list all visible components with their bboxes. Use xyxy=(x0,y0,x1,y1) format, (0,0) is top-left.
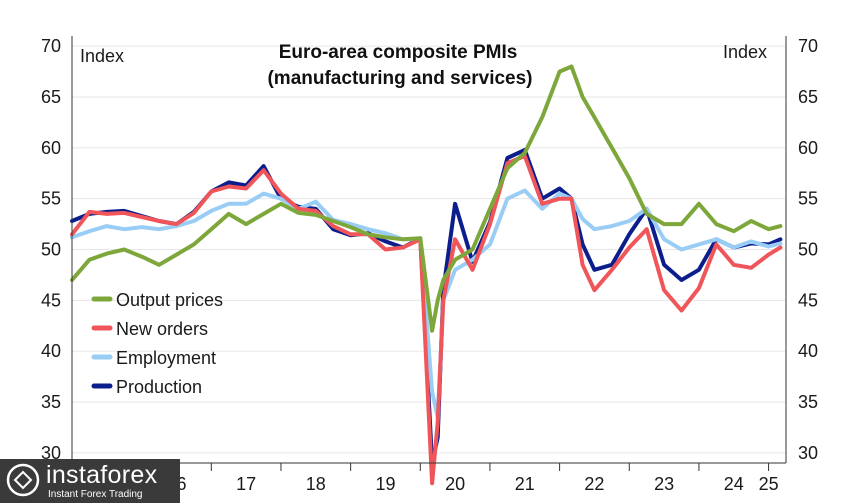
x-tick-label: 24 xyxy=(724,474,744,494)
logo-brand: instaforex xyxy=(46,461,158,489)
y-tick-label-right: 40 xyxy=(798,341,818,361)
x-tick-label: 22 xyxy=(584,474,604,494)
instaforex-logo-icon xyxy=(6,463,40,497)
y-tick-label-left: 60 xyxy=(41,138,61,158)
x-tick-label: 17 xyxy=(236,474,256,494)
y-ticks: 30 30 35 35 40 40 45 45 50 50 55 55 60 60 65 65 70 70 xyxy=(41,36,818,463)
x-tick-label: 20 xyxy=(445,474,465,494)
legend: Output prices New orders Employment Product… xyxy=(91,290,223,397)
x-tick-label: 19 xyxy=(375,474,395,494)
x-tick-label: 25 xyxy=(759,474,779,494)
legend-label: Output prices xyxy=(116,290,223,310)
x-tick-label: 23 xyxy=(654,474,674,494)
y-tick-label-right: 30 xyxy=(798,443,818,463)
series-layer xyxy=(70,64,783,486)
right-axis-unit: Index xyxy=(723,42,767,62)
y-tick-label-left: 35 xyxy=(41,392,61,412)
series-line-output-prices xyxy=(70,64,783,333)
series-line-new-orders xyxy=(70,154,783,486)
x-tick-label: 18 xyxy=(306,474,326,494)
y-tick-label-right: 70 xyxy=(798,36,818,56)
y-tick-label-left: 55 xyxy=(41,189,61,209)
legend-label: Production xyxy=(116,377,202,397)
y-tick-label-left: 45 xyxy=(41,290,61,310)
legend-label: New orders xyxy=(116,319,208,339)
y-tick-label-left: 65 xyxy=(41,87,61,107)
left-axis-unit: Index xyxy=(80,46,124,66)
logo-subtitle: Instant Forex Trading xyxy=(48,489,143,500)
y-tick-label-left: 50 xyxy=(41,240,61,260)
y-tick-label-right: 60 xyxy=(798,138,818,158)
chart-title-line-1: Euro-area composite PMIs xyxy=(279,42,518,63)
x-tick-label: 21 xyxy=(515,474,535,494)
y-tick-label-left: 40 xyxy=(41,341,61,361)
y-tick-label-left: 70 xyxy=(41,36,61,56)
y-tick-label-right: 65 xyxy=(798,87,818,107)
y-tick-label-right: 35 xyxy=(798,392,818,412)
chart-title-line-2: (manufacturing and services) xyxy=(267,68,532,89)
instaforex-logo: instaforex Instant Forex Trading xyxy=(0,459,180,503)
y-tick-label-right: 55 xyxy=(798,189,818,209)
y-tick-label-right: 45 xyxy=(798,290,818,310)
y-tick-label-left: 30 xyxy=(41,443,61,463)
legend-label: Employment xyxy=(116,348,216,368)
y-tick-label-right: 50 xyxy=(798,240,818,260)
